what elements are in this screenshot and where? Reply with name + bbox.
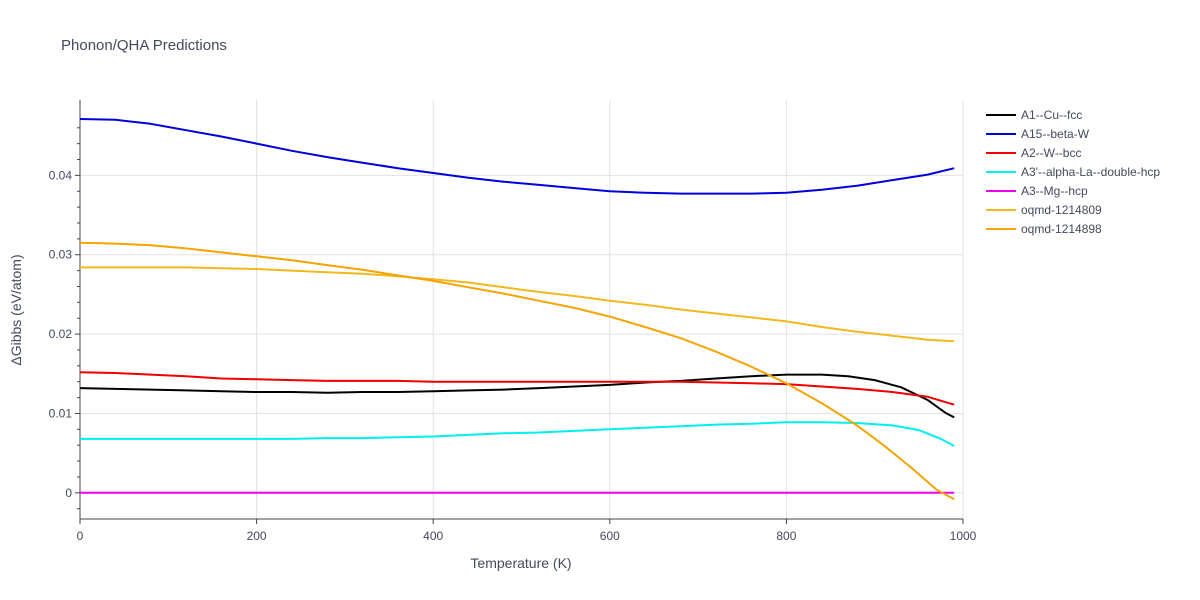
legend-item-a2-w-bcc[interactable]: A2--W--bcc (986, 146, 1081, 160)
x-tick-label: 600 (600, 529, 620, 543)
legend[interactable]: A1--Cu--fcc A15--beta-W A2--W--bcc A3'--alp… (986, 108, 1160, 236)
legend-item-a3-mg-hcp[interactable]: A3--Mg--hcp (986, 184, 1088, 198)
y-axis-title: ΔGibbs (eV/atom) (8, 254, 24, 365)
grid (80, 100, 964, 519)
y-tick-label: 0.04 (49, 168, 73, 182)
series-line-a15-beta-w (79, 118, 955, 195)
axes (75, 100, 964, 524)
legend-label: oqmd-1214809 (1021, 203, 1102, 217)
legend-item-oqmd-1214898[interactable]: oqmd-1214898 (986, 222, 1102, 236)
legend-item-a15-beta-w[interactable]: A15--beta-W (986, 127, 1090, 141)
series-line-oqmd-1214809 (80, 266, 955, 343)
y-tick-label: 0.01 (49, 406, 73, 420)
legend-item-a1-cu-fcc[interactable]: A1--Cu--fcc (986, 108, 1082, 122)
legend-item-oqmd-1214809[interactable]: oqmd-1214809 (986, 203, 1102, 217)
series-line-a1-cu-fcc (79, 373, 955, 419)
legend-item-a3-alpha-la-double-hcp[interactable]: A3'--alpha-La--double-hcp (986, 165, 1160, 179)
chart-title: Phonon/QHA Predictions (61, 37, 227, 54)
series-line-oqmd-1214898 (79, 241, 955, 501)
y-tick-label: 0.02 (49, 327, 73, 341)
x-tick-label: 200 (247, 529, 267, 543)
legend-label: A1--Cu--fcc (1021, 108, 1082, 122)
x-tick-label: 1000 (950, 529, 977, 543)
series-line-a3-alpha-la-double-hcp (80, 421, 955, 447)
y-tick-label: 0 (65, 486, 72, 500)
x-tick-label: 400 (423, 529, 443, 543)
x-axis-title: Temperature (K) (470, 555, 571, 571)
legend-label: A15--beta-W (1021, 127, 1090, 141)
legend-label: A2--W--bcc (1021, 146, 1081, 160)
series-line-a2-w-bcc (79, 371, 955, 406)
y-tick-label: 0.03 (49, 248, 73, 262)
tick-labels: 0 200 400 600 800 1000 0 0.01 0.02 0.03 0.04 (49, 168, 977, 543)
plot-area (79, 118, 955, 501)
x-tick-label: 800 (776, 529, 796, 543)
x-tick-label: 0 (77, 529, 84, 543)
legend-label: A3--Mg--hcp (1021, 184, 1088, 198)
legend-label: A3'--alpha-La--double-hcp (1021, 165, 1160, 179)
legend-label: oqmd-1214898 (1021, 222, 1102, 236)
